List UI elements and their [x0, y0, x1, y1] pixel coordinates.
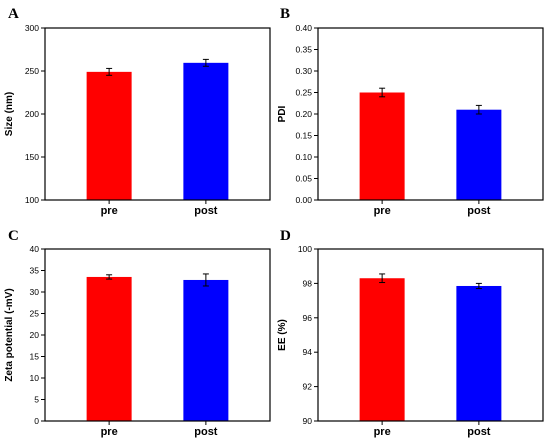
y-axis-title: EE (%): [277, 319, 288, 351]
category-label-pre: pre: [101, 426, 118, 438]
panel-a: A 100 150 200 250 300 pre post Size (nm): [4, 6, 271, 217]
y-tick-label: 0: [34, 416, 39, 426]
bar-post: [456, 109, 502, 200]
bar-pre: [86, 71, 132, 200]
bar-pre: [359, 92, 405, 200]
panel-d-label: D: [280, 228, 291, 244]
y-tick-label: 0.25: [295, 88, 312, 98]
y-tick-label: 0.35: [295, 45, 312, 55]
y-tick-label: 30: [30, 287, 40, 297]
y-tick-label: 0.40: [295, 23, 312, 33]
bar-post: [183, 62, 229, 200]
bar-pre: [359, 278, 405, 421]
category-label-post: post: [467, 426, 491, 438]
y-tick-label: 0.15: [295, 131, 312, 141]
y-axis-title: PDI: [277, 105, 288, 122]
y-tick-label: 20: [30, 330, 40, 340]
y-tick-label: 200: [25, 109, 39, 119]
y-tick-label: 25: [30, 309, 40, 319]
plot-frame: [44, 248, 271, 422]
panel-b: B 0.00 0.05 0.10 0.15 0.20 0.25 0.30 0.35 0.40 pre…: [277, 6, 544, 217]
category-label-post: post: [194, 426, 218, 438]
y-axis-title: Zeta potential (-mV): [4, 288, 15, 381]
panel-c: C 0 5 10 15 20 25 30 35 40 pre post Zeta potential (…: [4, 228, 271, 438]
y-tick-label: 10: [30, 373, 40, 383]
y-tick-label: 35: [30, 266, 40, 276]
category-label-post: post: [194, 205, 218, 217]
y-tick-label: 15: [30, 352, 40, 362]
y-tick-label: 0.05: [295, 174, 312, 184]
category-label-post: post: [467, 205, 491, 217]
y-tick-label: 0.00: [295, 195, 312, 205]
panel-b-label: B: [280, 6, 290, 22]
plot-frame: [317, 27, 544, 201]
y-axis-title: Size (nm): [4, 92, 15, 136]
plot-frame: [44, 27, 271, 201]
category-label-pre: pre: [101, 205, 118, 217]
y-tick-label: 90: [303, 416, 313, 426]
y-tick-label: 150: [25, 152, 39, 162]
bar-post: [183, 279, 229, 421]
panel-a-label: A: [8, 6, 19, 22]
y-tick-label: 300: [25, 23, 39, 33]
y-tick-label: 0.10: [295, 152, 312, 162]
y-tick-label: 94: [303, 347, 313, 357]
category-label-pre: pre: [374, 426, 391, 438]
y-tick-label: 5: [34, 395, 39, 405]
panel-c-label: C: [8, 228, 19, 244]
category-label-pre: pre: [374, 205, 391, 217]
y-tick-label: 0.30: [295, 66, 312, 76]
y-tick-label: 0.20: [295, 109, 312, 119]
y-tick-label: 100: [25, 195, 39, 205]
y-tick-label: 98: [303, 278, 313, 288]
y-tick-label: 40: [30, 244, 40, 254]
y-tick-label: 96: [303, 313, 313, 323]
bar-post: [456, 285, 502, 421]
y-tick-label: 250: [25, 66, 39, 76]
y-tick-label: 92: [303, 382, 313, 392]
y-tick-label: 100: [298, 244, 312, 254]
bar-pre: [86, 276, 132, 421]
plot-frame: [317, 248, 544, 422]
panel-d: D 90 92 94 96 98 100 pre post EE (%): [277, 228, 544, 438]
